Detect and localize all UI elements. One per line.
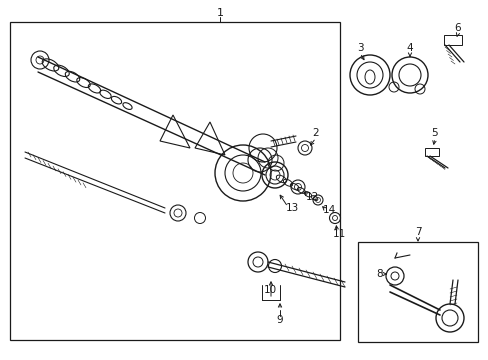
Text: 4: 4 [406,43,412,53]
Text: 11: 11 [332,229,345,239]
Text: 1: 1 [216,8,223,18]
Text: 9: 9 [276,315,283,325]
Text: 3: 3 [356,43,363,53]
Text: 6: 6 [454,23,460,33]
Text: 8: 8 [376,269,383,279]
Bar [357,242,477,342]
Text: 13: 13 [285,203,298,213]
Bar [443,35,461,45]
Text: 12: 12 [305,192,318,202]
Text: 5: 5 [431,128,437,138]
Text: 10: 10 [263,285,276,295]
Bar [424,148,438,156]
Text: 2: 2 [312,128,319,138]
Text: 14: 14 [322,205,335,215]
Text: 7: 7 [414,227,421,237]
Bar [10,22,339,340]
